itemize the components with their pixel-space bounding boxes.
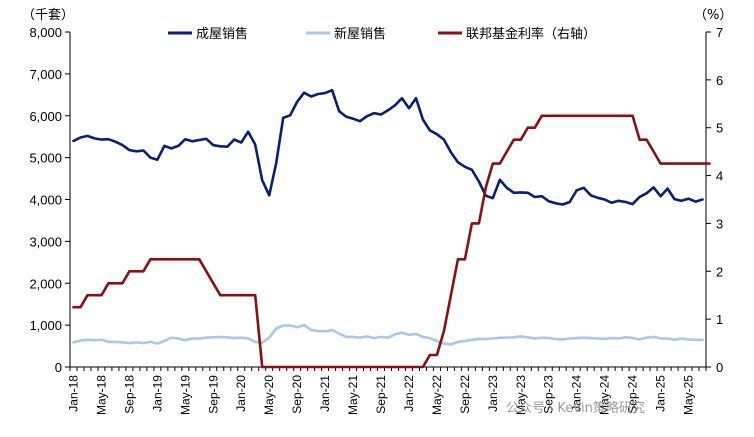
left-tick-label: 1,000 xyxy=(29,318,62,333)
x-tick-label: Sep-20 xyxy=(290,375,304,414)
legend-item-fedfunds: 联邦基金利率（右轴） xyxy=(438,26,596,42)
left-tick-label: 7,000 xyxy=(29,67,62,82)
legend-item-new: 新屋销售 xyxy=(306,26,386,42)
legend-item-existing: 成屋销售 xyxy=(168,26,248,42)
left-tick-label: 0 xyxy=(55,360,62,375)
left-tick-label: 8,000 xyxy=(29,25,62,40)
right-tick-label: 3 xyxy=(716,216,723,231)
left-tick-label: 5,000 xyxy=(29,151,62,166)
left-tick-label: 3,000 xyxy=(29,234,62,249)
x-tick-label: May-20 xyxy=(262,375,276,415)
x-tick-label: May-23 xyxy=(514,375,528,415)
x-tick-label: Jan-25 xyxy=(654,375,668,412)
x-tick-label: Sep-24 xyxy=(626,375,640,414)
x-tick-label: Jan-21 xyxy=(318,375,332,412)
left-tick-label: 6,000 xyxy=(29,109,62,124)
x-tick-label: May-19 xyxy=(178,375,192,415)
x-tick-label: May-25 xyxy=(682,375,696,415)
x-tick-label: May-24 xyxy=(598,375,612,415)
legend-label-new: 新屋销售 xyxy=(334,26,386,42)
watermark: 公众号 · Kevin策略研究 xyxy=(506,400,645,416)
right-tick-label: 4 xyxy=(716,169,723,184)
right-axis-unit: （%） xyxy=(694,8,732,23)
right-tick-label: 5 xyxy=(716,121,723,136)
x-tick-label: Sep-19 xyxy=(206,375,220,414)
x-tick-label: Jan-24 xyxy=(570,375,584,412)
left-tick-label: 4,000 xyxy=(29,193,62,208)
legend-label-existing: 成屋销售 xyxy=(196,26,248,42)
x-tick-label: Sep-22 xyxy=(458,375,472,414)
x-tick-label: Sep-23 xyxy=(542,375,556,414)
right-tick-label: 0 xyxy=(716,360,723,375)
x-tick-label: Jan-19 xyxy=(150,375,164,412)
left-axis-unit: （千套） xyxy=(22,7,74,23)
left-y-axis: 0 1,000 2,000 3,000 4,000 5,000 6,000 7,000 8,00… xyxy=(29,25,71,375)
right-tick-label: 2 xyxy=(716,264,723,279)
existing-home-sales-line xyxy=(72,88,704,206)
series-lines xyxy=(72,88,711,369)
x-tick-label: Sep-18 xyxy=(122,375,136,414)
fed-funds-rate-line xyxy=(72,114,711,369)
right-tick-label: 6 xyxy=(716,73,723,88)
right-tick-label: 7 xyxy=(716,25,723,40)
x-tick-label: May-21 xyxy=(346,375,360,415)
x-tick-label: Jan-23 xyxy=(486,375,500,412)
left-tick-label: 2,000 xyxy=(29,276,62,291)
x-tick-label: Jan-18 xyxy=(66,375,80,412)
x-tick-label: May-22 xyxy=(430,375,444,415)
right-y-axis: 0 1 2 3 4 5 6 7 xyxy=(705,25,723,375)
new-home-sales-line xyxy=(72,323,704,346)
right-tick-label: 1 xyxy=(716,312,723,327)
legend: 成屋销售 新屋销售 联邦基金利率（右轴） xyxy=(168,26,596,42)
x-tick-label: Sep-21 xyxy=(374,375,388,414)
x-tick-label: Jan-22 xyxy=(402,375,416,412)
x-tick-label: Jan-20 xyxy=(234,375,248,412)
x-axis: Jan-18 May-18 Sep-18 Jan-19 May-19 Sep-19 Jan-… xyxy=(66,366,707,415)
legend-label-fedfunds: 联邦基金利率（右轴） xyxy=(466,26,596,42)
x-tick-label: May-18 xyxy=(94,375,108,415)
